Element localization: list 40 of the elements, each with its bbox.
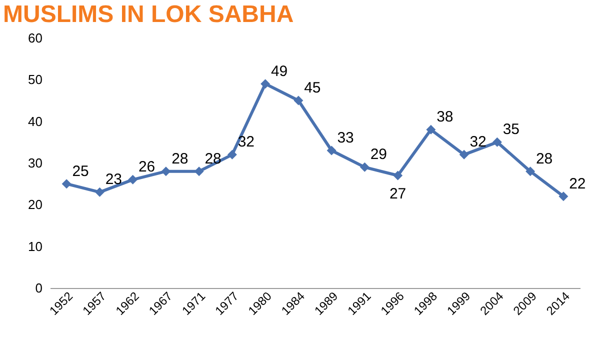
data-label: 29 — [370, 146, 388, 164]
point — [227, 150, 237, 160]
y-tick-label: 10 — [28, 238, 42, 254]
data-label: 25 — [72, 162, 89, 180]
y-tick-label: 60 — [28, 30, 42, 46]
point — [558, 192, 568, 202]
point — [94, 187, 104, 197]
y-tick-label: 40 — [28, 114, 42, 129]
chart-title: MUSLIMS IN LOK SABHA — [2, 0, 295, 28]
data-label: 45 — [304, 80, 321, 96]
data-label: 33 — [337, 130, 354, 146]
data-label: 26 — [138, 158, 156, 176]
data-label: 27 — [389, 186, 406, 202]
point — [526, 166, 536, 176]
point — [128, 174, 138, 184]
point — [294, 96, 304, 106]
data-label: 35 — [502, 121, 520, 138]
point — [260, 79, 270, 89]
point — [360, 162, 370, 172]
point — [161, 166, 171, 176]
point — [194, 166, 204, 176]
data-label: 32 — [238, 134, 255, 151]
y-tick-label: 30 — [28, 156, 42, 170]
data-label: 49 — [270, 62, 288, 80]
data-label: 38 — [436, 108, 454, 126]
point — [426, 124, 436, 134]
point — [459, 150, 469, 160]
y-tick-label: 50 — [28, 72, 42, 88]
point — [393, 170, 403, 180]
point — [326, 146, 336, 156]
data-label: 28 — [536, 150, 553, 168]
point — [492, 137, 502, 147]
data-label: 23 — [105, 171, 122, 188]
data-label: 28 — [204, 150, 222, 168]
y-tick-label: 0 — [35, 280, 42, 296]
point — [62, 179, 72, 189]
data-label: 28 — [172, 150, 188, 168]
y-tick-label: 20 — [28, 197, 42, 212]
data-label: 22 — [569, 175, 586, 192]
data-label: 32 — [470, 134, 486, 151]
